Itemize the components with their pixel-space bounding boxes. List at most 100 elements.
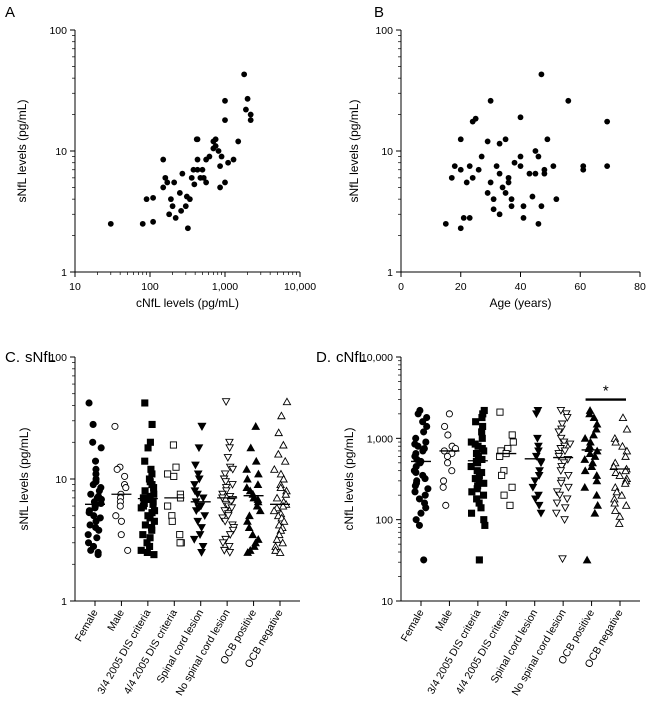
data-point [411,488,419,496]
data-point [556,479,566,488]
data-point [143,548,151,557]
data-point [172,463,180,471]
data-point [531,495,540,504]
data-point [190,481,199,489]
data-point [166,211,173,218]
data-point [535,220,542,227]
panel-b: B 1 10 100 sNfL levels (pg/mL) 0 20 40 60 80 Age (… [347,4,646,310]
category-label: Male [105,607,127,633]
data-point [604,118,611,125]
data-point [243,474,252,483]
data-point [496,170,503,177]
data-point [222,97,228,104]
data-point [536,459,546,468]
data-point [203,179,210,186]
data-point [97,444,105,452]
data-point [222,117,228,124]
data-point [424,485,432,493]
data-point [225,159,232,166]
data-point [423,422,431,430]
panel-title: sNfL [25,349,56,366]
data-point [532,410,541,419]
x-tick-label: 80 [634,281,646,293]
data-point [92,517,100,525]
data-point [509,438,517,446]
data-point [582,555,592,564]
data-point [278,440,288,449]
data-point [89,481,97,489]
data-point [221,398,231,407]
y-tick-label: 100 [375,515,393,527]
data-point [557,463,566,471]
data-point [552,499,562,508]
x-tick-label: 60 [574,281,586,293]
data-point [198,494,208,503]
data-point [200,174,207,181]
data-point [160,156,167,163]
panel-title: cNfL [336,349,367,366]
data-point [164,502,172,510]
data-point [477,504,485,512]
y-tick-label: 1 [387,267,393,279]
data-point [556,434,566,443]
data-point [225,549,235,557]
data-point [197,524,206,532]
x-tick-label: 10 [69,281,81,293]
data-point [194,136,201,143]
data-point [487,179,494,186]
data-point [139,220,146,227]
data-point [534,471,544,480]
data-point [278,538,288,547]
data-point [611,437,621,446]
data-point [113,465,121,473]
data-point [248,530,258,539]
data-point [520,214,527,221]
data-point [560,447,570,456]
data-point [168,517,176,525]
data-point [150,551,158,559]
data-point [531,452,541,461]
data-point [564,483,573,492]
data-point [84,539,93,547]
data-point [534,447,543,456]
data-point [517,153,524,160]
data-point [182,203,189,210]
data-point [560,504,570,513]
data-point [274,428,284,437]
data-point [508,431,516,439]
data-point [228,526,238,535]
data-point [225,444,235,453]
data-point [421,491,429,499]
data-point [164,179,171,186]
data-point [281,489,291,498]
data-point [618,413,628,422]
data-point [141,399,149,407]
data-point [197,549,206,557]
data-point [621,452,630,460]
data-point [480,516,488,524]
data-point [244,95,251,102]
data-point [217,163,223,170]
data-point [556,467,566,476]
data-point [419,447,427,455]
data-point [580,455,590,463]
data-point [272,493,282,502]
data-point [611,468,621,476]
data-point [589,430,598,439]
data-point [475,166,482,173]
data-point [620,478,630,487]
data-point [217,184,223,191]
data-point [554,428,564,437]
data-point [169,203,176,210]
data-point [245,511,254,520]
data-point [254,469,263,478]
data-point [420,428,428,436]
data-point [223,512,233,521]
data-point [478,428,486,436]
data-point [532,170,539,177]
data-point [277,411,286,420]
data-point [279,474,288,483]
data-point [563,471,573,480]
data-point [592,476,602,485]
